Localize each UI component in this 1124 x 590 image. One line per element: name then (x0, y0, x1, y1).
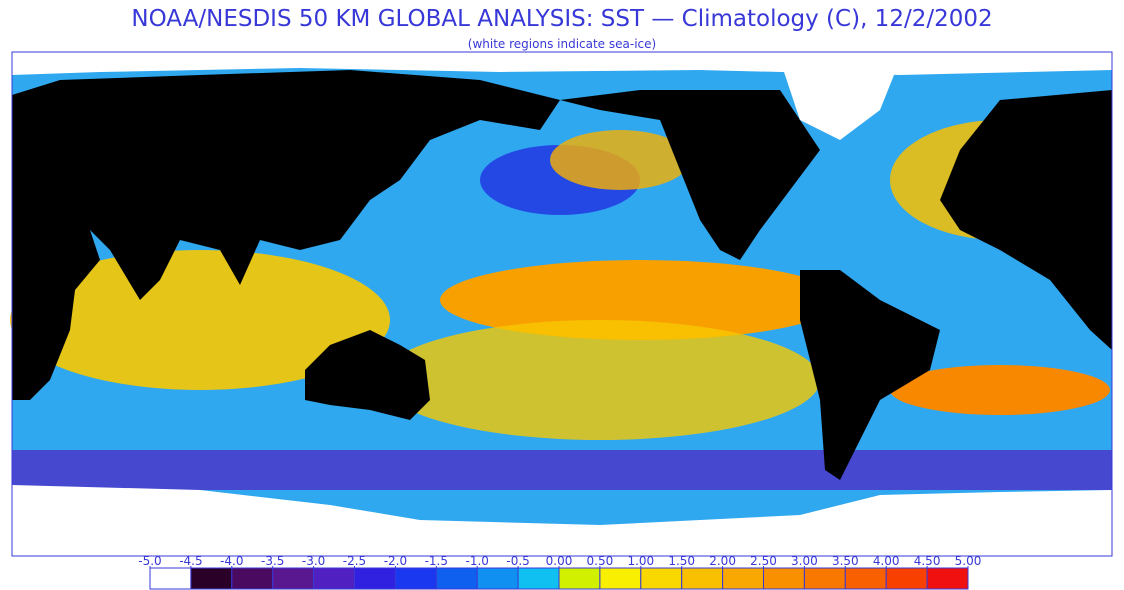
colorbar: -5.0 -4.5 -4.0 -3.5 -3.0 -2.5 -2.0 -1.5 -1.0 -0.5… (138, 554, 982, 590)
tick-label: 3.00 (791, 554, 818, 568)
tick-label: 3.50 (832, 554, 859, 568)
color-box (722, 567, 764, 590)
color-box (149, 567, 192, 590)
north-america (560, 90, 820, 260)
africa (12, 190, 100, 400)
tick-label: 4.50 (914, 554, 941, 568)
map-frame (11, 51, 1113, 557)
eurasia (12, 70, 560, 300)
tick-label: -1.0 (465, 554, 488, 568)
color-box (272, 567, 315, 590)
tick-label: -3.0 (302, 554, 325, 568)
color-box (313, 567, 356, 590)
color-box (354, 567, 396, 590)
tick-label: -2.5 (343, 554, 366, 568)
map (10, 51, 1113, 557)
color-box (476, 567, 519, 590)
europe-africa (940, 90, 1112, 350)
tick-label: -4.0 (220, 554, 243, 568)
color-box (231, 567, 274, 590)
color-box (517, 567, 560, 590)
australia (305, 330, 430, 420)
tick-label: -2.0 (384, 554, 407, 568)
tick-label: -4.5 (179, 554, 202, 568)
tick-label: 5.00 (955, 554, 982, 568)
color-box (558, 567, 601, 590)
color-box (681, 567, 724, 590)
arctic-ice (12, 52, 1112, 75)
color-box (435, 567, 478, 590)
tick-label: 1.50 (668, 554, 695, 568)
ocean (550, 130, 690, 190)
tick-label: -0.5 (506, 554, 529, 568)
ocean (10, 250, 390, 390)
tick-label: 2.00 (709, 554, 736, 568)
antarctic-ice (12, 485, 1112, 556)
tick-label: -3.5 (261, 554, 284, 568)
color-box (844, 567, 887, 590)
subtitle: (white regions indicate sea-ice) (468, 37, 656, 51)
south-america (800, 270, 940, 480)
color-box (394, 567, 437, 590)
ocean (12, 450, 1112, 490)
tick-label: 4.00 (873, 554, 900, 568)
color-box (763, 567, 805, 590)
color-box (926, 567, 969, 590)
tick-label: 2.50 (750, 554, 777, 568)
ocean (440, 260, 840, 340)
ocean (380, 320, 820, 440)
tick-label: -1.5 (425, 554, 448, 568)
color-box (640, 567, 683, 590)
ocean (890, 365, 1110, 415)
color-box (599, 567, 642, 590)
color-box (885, 567, 928, 590)
tick-label: 0.00 (546, 554, 573, 568)
tick-label: 1.00 (627, 554, 654, 568)
color-box (190, 567, 233, 590)
tick-label: 0.50 (587, 554, 614, 568)
tick-label: -5.0 (138, 554, 161, 568)
color-box (803, 567, 846, 590)
title: NOAA/NESDIS 50 KM GLOBAL ANALYSIS: SST —… (131, 6, 992, 32)
greenland (780, 60, 900, 140)
